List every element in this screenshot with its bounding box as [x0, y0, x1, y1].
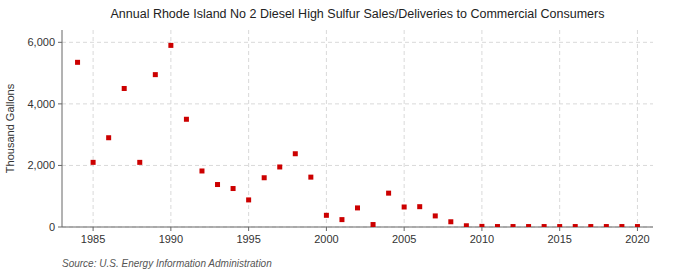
point — [355, 205, 360, 210]
point — [526, 224, 531, 227]
grid-line-y — [62, 103, 653, 104]
y-tick — [58, 165, 62, 166]
y-tick-label: 4,000 — [27, 98, 55, 110]
y-axis-line — [62, 30, 63, 227]
point — [262, 175, 267, 180]
grid-line-x — [481, 30, 482, 227]
point — [604, 224, 609, 227]
grid-line-x — [404, 30, 405, 227]
grid-line-x — [637, 30, 638, 227]
x-tick-label: 2010 — [470, 233, 494, 245]
point — [511, 224, 516, 227]
point — [308, 175, 313, 180]
point — [199, 168, 204, 173]
grid-line-x — [559, 30, 560, 227]
point — [324, 213, 329, 218]
x-tick-label: 2000 — [314, 233, 338, 245]
point — [495, 224, 500, 227]
point — [184, 117, 189, 122]
x-tick — [170, 227, 171, 231]
point — [542, 224, 547, 227]
x-tick — [248, 227, 249, 231]
grid-line-x — [326, 30, 327, 227]
point — [479, 224, 484, 227]
point — [386, 191, 391, 196]
x-tick-label: 1985 — [81, 233, 105, 245]
x-tick — [404, 227, 405, 231]
source-note: Source: U.S. Energy Information Administ… — [62, 258, 272, 269]
grid — [62, 30, 653, 227]
point — [293, 151, 298, 156]
grid-line-x — [170, 30, 171, 227]
grid-line-x — [93, 30, 94, 227]
point — [371, 222, 376, 227]
point — [402, 204, 407, 209]
point — [573, 224, 578, 227]
x-tick — [637, 227, 638, 231]
grid-line-y — [62, 227, 653, 228]
point — [588, 224, 593, 227]
y-tick — [58, 227, 62, 228]
axes: 0 2,000 4,000 6,000 1985 1990 1995 2000 2005 2010… — [27, 30, 653, 245]
points — [75, 43, 640, 227]
point — [231, 186, 236, 191]
point — [215, 182, 220, 187]
point — [277, 164, 282, 169]
point — [339, 217, 344, 222]
x-tick — [559, 227, 560, 231]
x-tick-label: 2015 — [547, 233, 571, 245]
point — [168, 43, 173, 48]
point — [75, 60, 80, 65]
x-axis-line — [62, 227, 653, 228]
chart: 0 2,000 4,000 6,000 1985 1990 1995 2000 2005 2010… — [0, 0, 675, 275]
y-tick — [58, 42, 62, 43]
grid-line-y — [62, 165, 653, 166]
y-tick-label: 2,000 — [27, 159, 55, 171]
x-tick — [481, 227, 482, 231]
point — [448, 219, 453, 224]
point — [153, 72, 158, 77]
x-tick — [93, 227, 94, 231]
point — [635, 224, 640, 227]
point — [464, 223, 469, 227]
point — [417, 204, 422, 209]
point — [557, 224, 562, 227]
point — [91, 160, 96, 165]
y-tick-label: 0 — [49, 221, 55, 233]
y-tick — [58, 103, 62, 104]
y-axis-label: Thousand Gallons — [4, 83, 16, 173]
y-tick-label: 6,000 — [27, 36, 55, 48]
point — [619, 224, 624, 227]
title: Annual Rhode Island No 2 Diesel High Sul… — [111, 7, 605, 21]
point — [106, 135, 111, 140]
grid-line-y — [62, 42, 653, 43]
x-tick-label: 1990 — [159, 233, 183, 245]
point — [246, 197, 251, 202]
x-tick-label: 2005 — [392, 233, 416, 245]
point — [122, 86, 127, 91]
point — [433, 213, 438, 218]
x-tick-label: 1995 — [236, 233, 260, 245]
x-tick-label: 2020 — [625, 233, 649, 245]
x-tick — [326, 227, 327, 231]
point — [137, 160, 142, 165]
